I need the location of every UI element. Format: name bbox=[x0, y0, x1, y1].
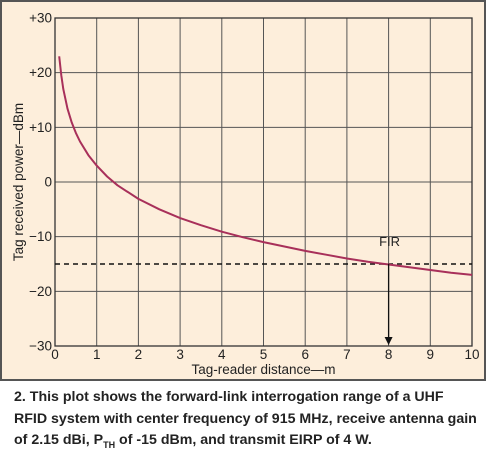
x-axis-title: Tag-reader distance—m bbox=[191, 362, 335, 377]
x-tick-label: 9 bbox=[427, 347, 435, 362]
fir-arrow-head bbox=[384, 337, 393, 345]
y-tick-label: +20 bbox=[29, 65, 52, 80]
x-tick-label: 1 bbox=[93, 347, 101, 362]
plot-frame bbox=[0, 0, 486, 381]
grid-lines bbox=[54, 17, 473, 347]
x-tick-labels: 0 1 2 3 4 5 6 7 8 9 10 bbox=[51, 347, 479, 362]
fir-label: FIR bbox=[379, 234, 400, 249]
x-tick-label: 8 bbox=[385, 347, 393, 362]
figure-caption: 2. This plot shows the forward-link inte… bbox=[14, 387, 478, 456]
plot-area bbox=[54, 17, 473, 347]
x-tick-label: 5 bbox=[260, 347, 268, 362]
y-tick-label: −20 bbox=[29, 284, 52, 299]
caption-subscript: TH bbox=[103, 439, 116, 450]
x-tick-label: 6 bbox=[301, 347, 309, 362]
power-curve bbox=[58, 56, 473, 276]
y-axis-title: Tag received power—dBm bbox=[11, 103, 26, 261]
line-chart: +30 +20 +10 0 −10 −20 −30 0 1 2 3 4 5 6 7 8 9 10 Tag-rea… bbox=[11, 11, 480, 378]
x-tick-label: 3 bbox=[176, 347, 184, 362]
y-tick-label: +10 bbox=[29, 120, 52, 135]
y-tick-labels: +30 +20 +10 0 −10 −20 −30 bbox=[29, 11, 52, 354]
y-tick-label: 0 bbox=[44, 175, 52, 190]
x-tick-label: 0 bbox=[51, 347, 59, 362]
x-tick-label: 4 bbox=[218, 347, 226, 362]
x-tick-label: 2 bbox=[135, 347, 143, 362]
caption-text-start: 2. This plot shows the forward-link inte… bbox=[14, 389, 477, 448]
y-tick-label: −30 bbox=[29, 339, 52, 354]
caption-text-end: of -15 dBm, and transmit EIRP of 4 W. bbox=[115, 432, 372, 448]
y-tick-label: −10 bbox=[29, 229, 52, 244]
x-tick-label: 7 bbox=[343, 347, 351, 362]
x-tick-label: 10 bbox=[464, 347, 479, 362]
y-tick-label: +30 bbox=[29, 11, 52, 26]
fir-marker: FIR bbox=[379, 234, 400, 345]
curve-layer bbox=[58, 56, 473, 276]
